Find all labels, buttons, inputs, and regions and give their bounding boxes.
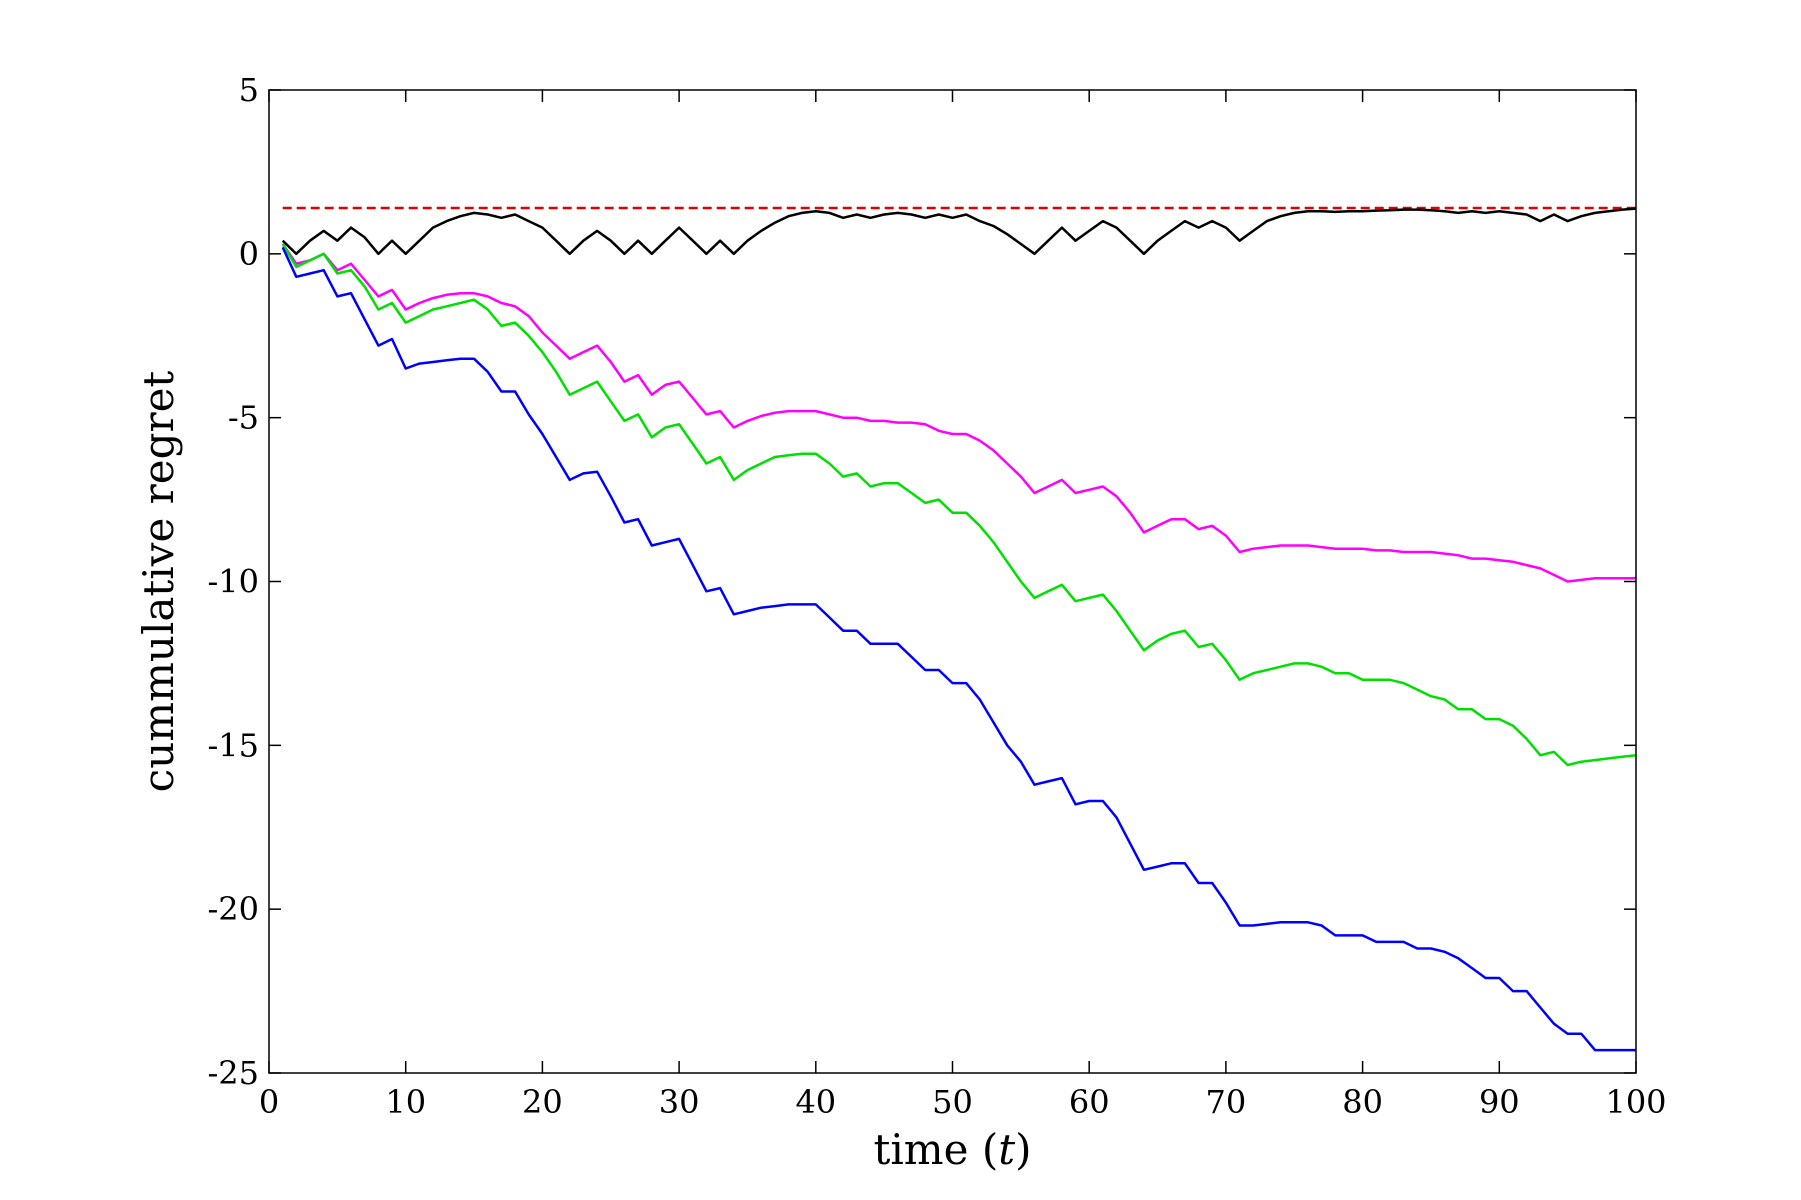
x-tick-label-60: 60 — [1069, 1083, 1110, 1121]
x-tick-label-20: 20 — [522, 1083, 563, 1121]
x-tick-label-50: 50 — [932, 1083, 973, 1121]
series-line-4 — [281, 243, 1637, 767]
y-tick-label--10: -10 — [207, 563, 259, 601]
y-tick-label--25: -25 — [207, 1054, 259, 1092]
x-tick-label-40: 40 — [795, 1083, 836, 1121]
x-axis-title: time (t) — [873, 1125, 1031, 1174]
x-tick-label-80: 80 — [1342, 1083, 1383, 1121]
x-axis-title-suffix: ) — [1015, 1125, 1031, 1174]
series-line-3 — [281, 243, 1636, 583]
x-tick-label-70: 70 — [1206, 1083, 1247, 1121]
x-axis-title-prefix: time ( — [873, 1125, 998, 1174]
x-tick-label-10: 10 — [385, 1083, 426, 1121]
x-tick-label-0: 0 — [259, 1083, 279, 1121]
series-line-5 — [281, 246, 1636, 1052]
plot-frame — [268, 89, 1637, 1074]
y-tick-label--20: -20 — [207, 890, 259, 928]
x-tick-label-30: 30 — [659, 1083, 700, 1121]
y-tick-label-0: 0 — [239, 235, 259, 273]
x-tick-label-100: 100 — [1605, 1083, 1666, 1121]
y-axis-title: cummulative regret — [134, 371, 183, 793]
y-tick-label--15: -15 — [207, 726, 259, 764]
series-line-2 — [281, 207, 1637, 256]
x-axis-title-variable: t — [998, 1125, 1015, 1174]
x-tick-label-90: 90 — [1479, 1083, 1520, 1121]
y-tick-label-5: 5 — [239, 71, 259, 109]
series-layer — [281, 206, 1637, 1052]
y-tick-label--5: -5 — [228, 399, 259, 437]
